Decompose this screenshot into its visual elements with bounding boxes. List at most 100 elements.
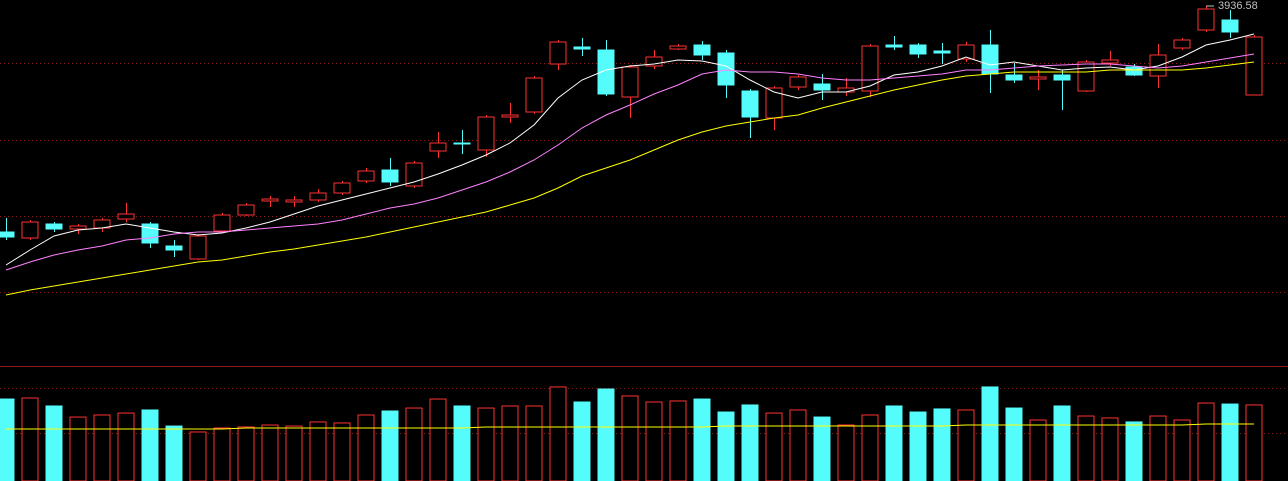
volume-bar [1125, 421, 1143, 481]
volume-bar [117, 412, 135, 481]
candle-body [621, 66, 639, 98]
candle-body [885, 44, 903, 48]
candle-body [309, 192, 327, 201]
candle-body [1245, 36, 1263, 96]
candle-body [45, 223, 63, 230]
candle-body [429, 142, 447, 152]
candle-body [189, 235, 207, 260]
candle-body [1173, 39, 1191, 49]
volume-bar [765, 412, 783, 481]
candle-body [237, 204, 255, 216]
candle-body [645, 56, 663, 67]
volume-bar [237, 426, 255, 481]
candle-body [1005, 74, 1023, 81]
volume-bar [861, 414, 879, 481]
candle-body [813, 83, 831, 91]
volume-bar [165, 425, 183, 481]
candle-body [21, 221, 39, 239]
candle-body [1101, 59, 1119, 64]
candle-body [381, 169, 399, 183]
volume-bar [645, 401, 663, 481]
volume-bar [789, 409, 807, 481]
volume-bar [549, 386, 567, 481]
candle-body [213, 214, 231, 232]
candle-body [165, 245, 183, 251]
candle-body [525, 77, 543, 113]
volume-bar [285, 425, 303, 481]
candle-body [501, 114, 519, 118]
volume-bar [405, 407, 423, 481]
volume-bar [189, 431, 207, 481]
volume-bar [1029, 419, 1047, 481]
volume-bar [1197, 402, 1215, 481]
volume-bar [453, 405, 471, 481]
candle-body [789, 76, 807, 88]
candle-body [597, 49, 615, 95]
marks [0, 6, 1288, 481]
candle-body [837, 87, 855, 93]
candle-body [909, 44, 927, 55]
volume-bar [693, 398, 711, 481]
volume-bar [45, 405, 63, 481]
volume-bar [1173, 419, 1191, 481]
candle-body [1077, 61, 1095, 92]
volume-bar [69, 416, 87, 481]
volume-bar [477, 407, 495, 481]
volume-bar [309, 421, 327, 481]
max-label: 3936.58 [1218, 0, 1258, 12]
volume-bar [1005, 407, 1023, 481]
candle-body [957, 44, 975, 60]
volume-bar [0, 398, 15, 481]
ma-line [5, 33, 1255, 266]
volume-bar [621, 395, 639, 481]
candle-body [1197, 8, 1215, 31]
volume-bar [957, 409, 975, 481]
ma-line [5, 53, 1255, 271]
candle-body [573, 46, 591, 50]
volume-bar [1221, 403, 1239, 481]
candle-body [741, 90, 759, 118]
volume-bar [717, 411, 735, 481]
volume-bar [981, 386, 999, 481]
volume-bar [261, 424, 279, 481]
volume-bar [1245, 404, 1263, 481]
volume-bar [525, 405, 543, 481]
candle-body [0, 231, 15, 238]
candle-body [477, 116, 495, 151]
volume-bar [1149, 415, 1167, 481]
volume-bar [597, 388, 615, 481]
candle-body [261, 198, 279, 202]
volume-bar [1077, 415, 1095, 481]
candle-body [933, 50, 951, 54]
volume-bar [93, 414, 111, 481]
candle-body [285, 199, 303, 203]
volume-bar [381, 410, 399, 481]
volume-bar [573, 401, 591, 481]
candle-body [693, 44, 711, 56]
volume-bar [669, 400, 687, 481]
volume-bar [885, 405, 903, 481]
ma-line [6, 423, 1254, 430]
candle-body [453, 142, 471, 145]
volume-bar [909, 411, 927, 481]
candle-body [117, 213, 135, 220]
candle-body [1221, 19, 1239, 33]
volume-bar [213, 427, 231, 481]
volume-bar [501, 405, 519, 481]
volume-bar [357, 414, 375, 481]
volume-bar [429, 398, 447, 481]
candle-body [549, 41, 567, 65]
volume-bar [141, 409, 159, 481]
candle-body [861, 45, 879, 92]
candle-body [405, 162, 423, 187]
candle-body [1053, 74, 1071, 81]
candle-body [717, 52, 735, 86]
volume-bar [741, 404, 759, 481]
candle-body [1029, 76, 1047, 80]
candle-body [333, 182, 351, 194]
ma-line [5, 61, 1255, 296]
volume-bar [21, 397, 39, 481]
volume-bar [933, 408, 951, 481]
candle-body [69, 225, 87, 230]
